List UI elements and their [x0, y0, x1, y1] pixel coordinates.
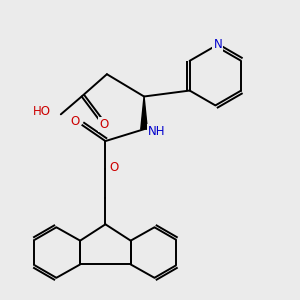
Text: NH: NH [148, 125, 165, 138]
Text: N: N [213, 38, 222, 51]
Text: O: O [70, 115, 80, 128]
Text: O: O [99, 118, 109, 131]
Text: O: O [110, 161, 119, 174]
Text: HO: HO [32, 106, 50, 118]
Polygon shape [141, 97, 147, 129]
